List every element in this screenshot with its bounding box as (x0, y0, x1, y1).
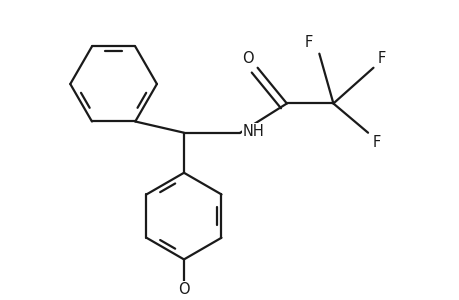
Text: O: O (241, 51, 253, 66)
Text: F: F (377, 51, 385, 66)
Text: F: F (304, 35, 312, 50)
Text: NH: NH (242, 124, 263, 139)
Text: O: O (178, 282, 190, 297)
Text: F: F (372, 135, 380, 150)
